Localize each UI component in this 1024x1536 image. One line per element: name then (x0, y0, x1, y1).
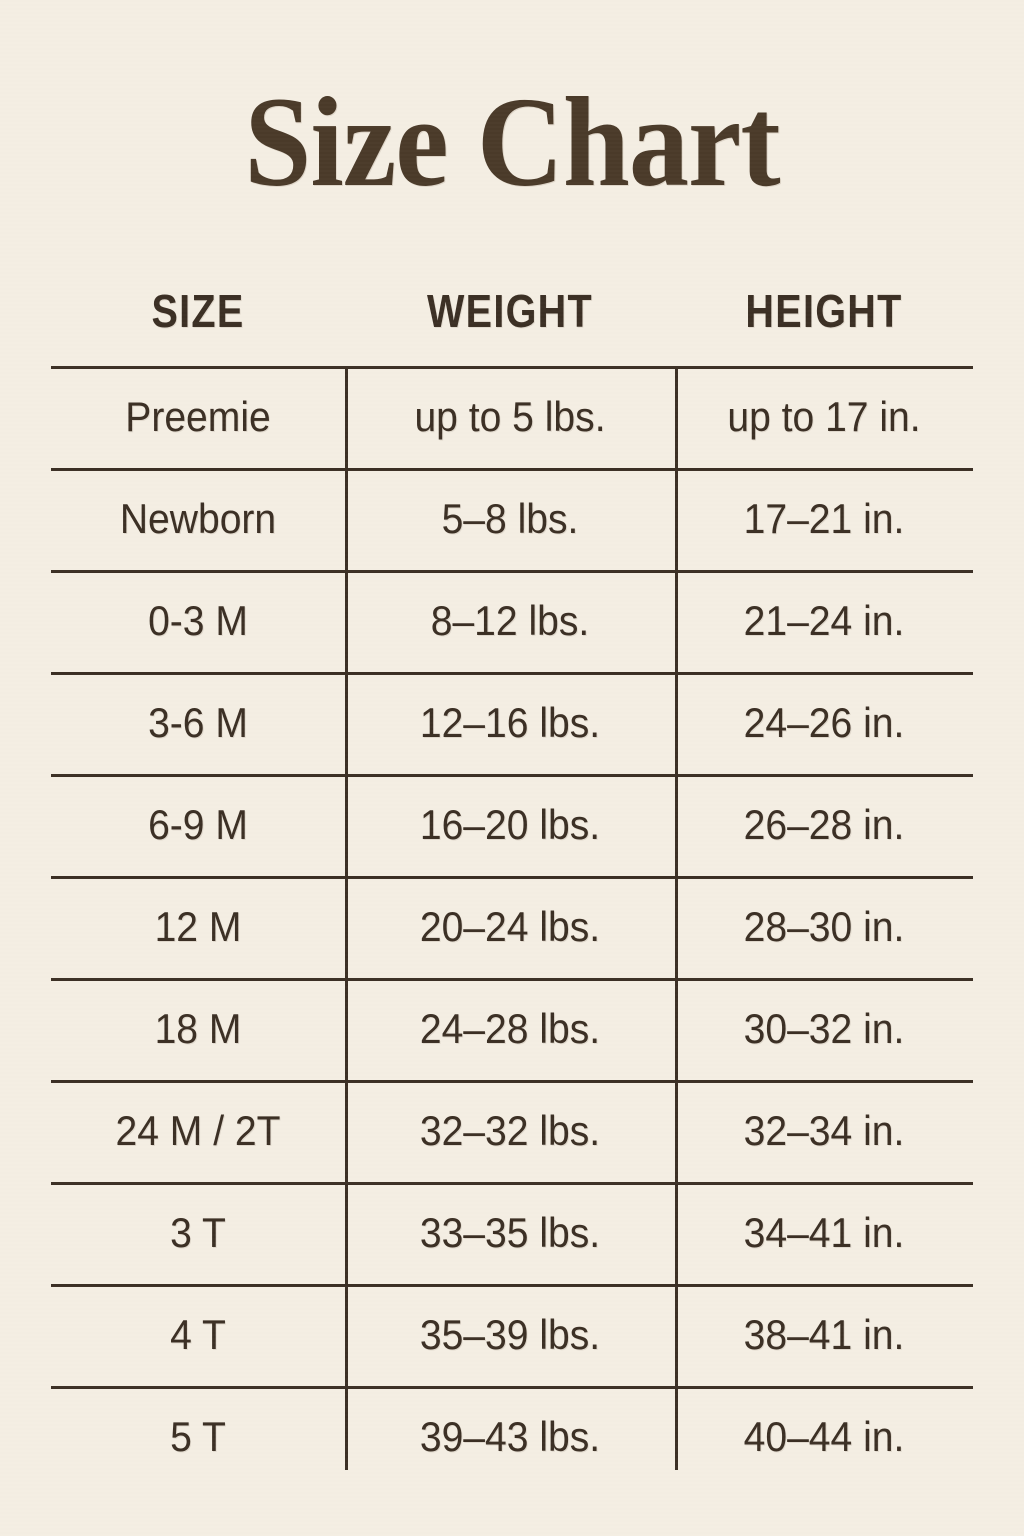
cell-height: 34–41 in. (743, 1209, 905, 1256)
column-header-size: SIZE (151, 285, 245, 337)
row-divider (51, 570, 973, 573)
table-row: 3 T 33–35 lbs. 34–41 in. (51, 1182, 973, 1284)
row-divider (51, 978, 973, 981)
table-row: Newborn 5–8 lbs. 17–21 in. (51, 468, 973, 570)
cell-height: 28–30 in. (743, 903, 905, 950)
row-divider (51, 876, 973, 879)
cell-weight: 12–16 lbs. (419, 699, 601, 746)
cell-size: 3-6 M (148, 699, 248, 746)
cell-weight: up to 5 lbs. (414, 393, 606, 440)
cell-weight: 5–8 lbs. (441, 495, 579, 542)
page-title: Size Chart (244, 71, 780, 213)
cell-weight: 8–12 lbs. (430, 597, 590, 644)
cell-weight: 16–20 lbs. (419, 801, 601, 848)
row-divider (51, 1386, 973, 1389)
row-divider (51, 468, 973, 471)
table-row: Preemie up to 5 lbs. up to 17 in. (51, 366, 973, 468)
size-chart-table: Preemie up to 5 lbs. up to 17 in. Newborn 5–… (51, 366, 973, 1488)
cell-weight: 24–28 lbs. (419, 1005, 601, 1052)
cell-height: 21–24 in. (743, 597, 905, 644)
cell-size: Preemie (125, 393, 271, 440)
cell-size: Newborn (119, 495, 277, 542)
cell-size: 0-3 M (148, 597, 248, 644)
cell-height: 30–32 in. (743, 1005, 905, 1052)
table-row: 6-9 M 16–20 lbs. 26–28 in. (51, 774, 973, 876)
cell-weight: 20–24 lbs. (419, 903, 601, 950)
column-divider-1 (345, 366, 348, 1470)
cell-size: 4 T (170, 1311, 226, 1358)
cell-height: 40–44 in. (743, 1413, 905, 1460)
cell-size: 12 M (154, 903, 242, 950)
column-divider-2 (675, 366, 678, 1470)
table-row: 12 M 20–24 lbs. 28–30 in. (51, 876, 973, 978)
cell-height: up to 17 in. (727, 393, 921, 440)
table-row: 4 T 35–39 lbs. 38–41 in. (51, 1284, 973, 1386)
table-row: 3-6 M 12–16 lbs. 24–26 in. (51, 672, 973, 774)
cell-size: 6-9 M (148, 801, 248, 848)
cell-height: 38–41 in. (743, 1311, 905, 1358)
cell-size: 18 M (154, 1005, 242, 1052)
cell-weight: 33–35 lbs. (419, 1209, 601, 1256)
cell-weight: 32–32 lbs. (419, 1107, 601, 1154)
row-divider (51, 1080, 973, 1083)
table-row: 5 T 39–43 lbs. 40–44 in. (51, 1386, 973, 1488)
column-header-height: HEIGHT (745, 285, 903, 337)
cell-weight: 35–39 lbs. (419, 1311, 601, 1358)
cell-height: 32–34 in. (743, 1107, 905, 1154)
cell-size: 24 M / 2T (115, 1107, 281, 1154)
row-divider (51, 1182, 973, 1185)
row-divider (51, 366, 973, 369)
table-row: 18 M 24–28 lbs. 30–32 in. (51, 978, 973, 1080)
cell-height: 24–26 in. (743, 699, 905, 746)
row-divider (51, 672, 973, 675)
table-body: Preemie up to 5 lbs. up to 17 in. Newborn 5–… (51, 366, 973, 1488)
table-header-row: SIZE WEIGHT HEIGHT (51, 281, 973, 341)
column-header-weight: WEIGHT (427, 285, 593, 337)
cell-height: 17–21 in. (743, 495, 905, 542)
table-row: 0-3 M 8–12 lbs. 21–24 in. (51, 570, 973, 672)
cell-size: 5 T (170, 1413, 226, 1460)
cell-weight: 39–43 lbs. (419, 1413, 601, 1460)
row-divider (51, 1284, 973, 1287)
cell-size: 3 T (170, 1209, 226, 1256)
cell-height: 26–28 in. (743, 801, 905, 848)
table-row: 24 M / 2T 32–32 lbs. 32–34 in. (51, 1080, 973, 1182)
row-divider (51, 774, 973, 777)
